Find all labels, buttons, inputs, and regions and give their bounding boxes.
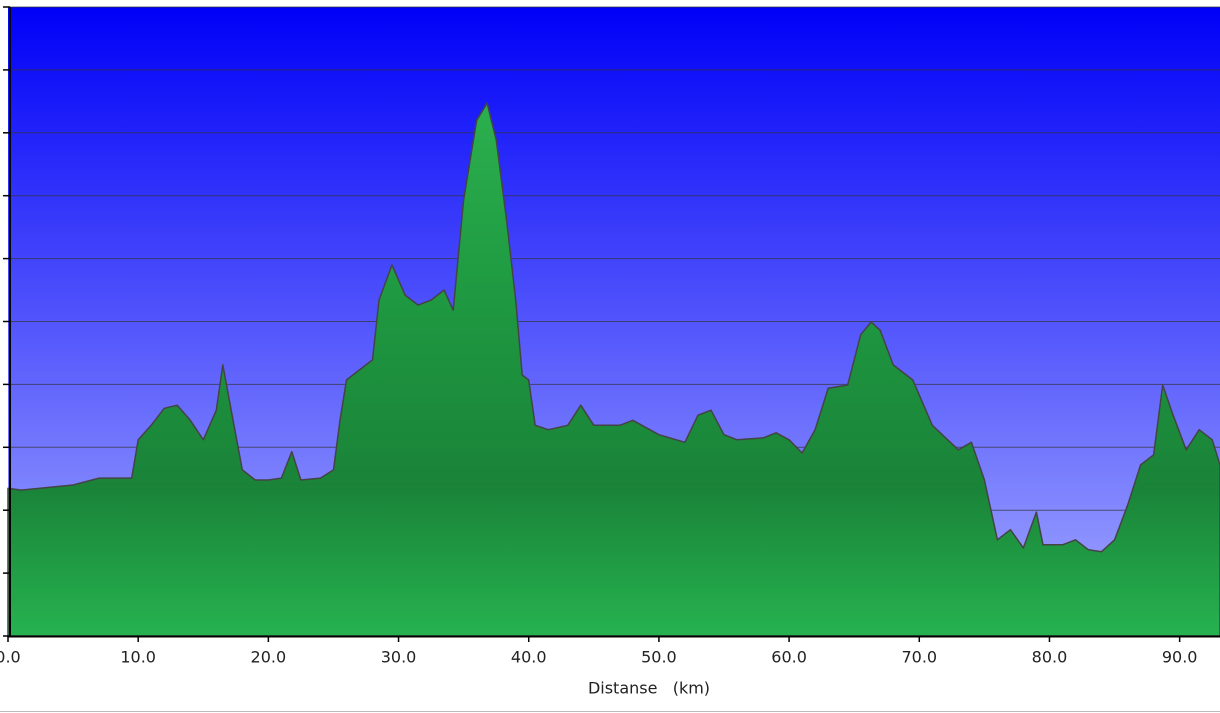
x-tick-label: 70.0	[901, 648, 937, 667]
elevation-area	[7, 102, 1220, 637]
x-tick-label: 80.0	[1032, 648, 1068, 667]
x-tick-label: 0.0	[0, 648, 21, 667]
x-tick-label: 60.0	[771, 648, 807, 667]
x-tick-label: 20.0	[251, 648, 287, 667]
x-axis-title: Distanse (km)	[588, 679, 710, 698]
x-tick-label: 30.0	[381, 648, 417, 667]
x-tick-label: 40.0	[511, 648, 547, 667]
x-tick-label: 90.0	[1162, 648, 1198, 667]
x-tick-label: 10.0	[120, 648, 156, 667]
x-tick-label: 50.0	[641, 648, 677, 667]
